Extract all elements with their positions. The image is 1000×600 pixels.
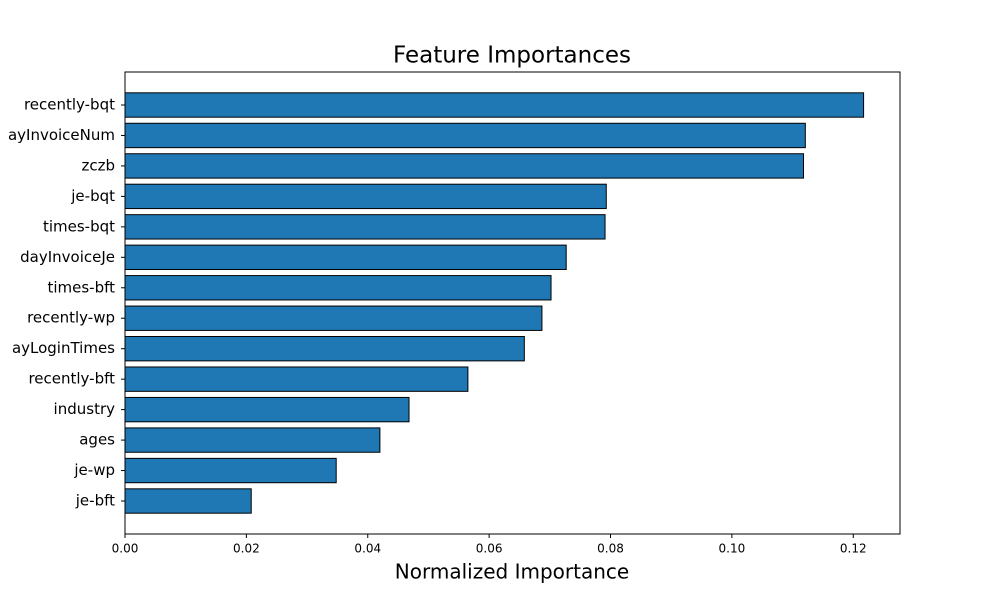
bar [124, 92, 865, 118]
x-tick-label: 0.12 [840, 542, 867, 556]
bar [124, 488, 252, 514]
bar [124, 336, 525, 362]
y-tick-label: zczb [81, 156, 115, 174]
bar [124, 457, 337, 484]
x-tick-label: 0.08 [597, 542, 624, 556]
y-tick-label: dayInvoiceJe [20, 248, 115, 266]
y-tick-label: je-bft [75, 492, 115, 510]
y-tick-label: ages [79, 431, 115, 449]
plot-frame [124, 71, 901, 535]
bar [124, 214, 606, 240]
bar [124, 305, 543, 331]
x-axis-label: Normalized Importance [395, 560, 629, 584]
y-tick-label: recently-bqt [24, 96, 115, 114]
bar [124, 275, 552, 301]
x-tick-label: 0.06 [476, 542, 503, 556]
bar [124, 153, 805, 179]
bar [124, 366, 469, 392]
y-tick-label: ayLoginTimes [12, 339, 115, 357]
x-tick-label: 0.04 [354, 542, 381, 556]
bar [124, 244, 567, 270]
bar [124, 396, 410, 423]
y-tick-label: times-bft [47, 278, 115, 296]
x-tick-label: 0.02 [233, 542, 260, 556]
y-tick-label: recently-wp [27, 309, 115, 327]
bar [124, 183, 607, 210]
chart-title: Feature Importances [393, 43, 631, 69]
y-tick-label: times-bqt [43, 217, 115, 235]
y-tick-label: industry [54, 400, 116, 418]
bar [124, 427, 381, 453]
y-tick-label: recently-bft [28, 370, 115, 388]
y-tick-label: ayInvoiceNum [8, 126, 115, 144]
x-tick-label: 0.00 [112, 542, 139, 556]
y-tick-label: je-bqt [70, 187, 115, 205]
bar [124, 122, 806, 149]
x-tick-label: 0.10 [719, 542, 746, 556]
y-tick-label: je-wp [73, 461, 115, 479]
